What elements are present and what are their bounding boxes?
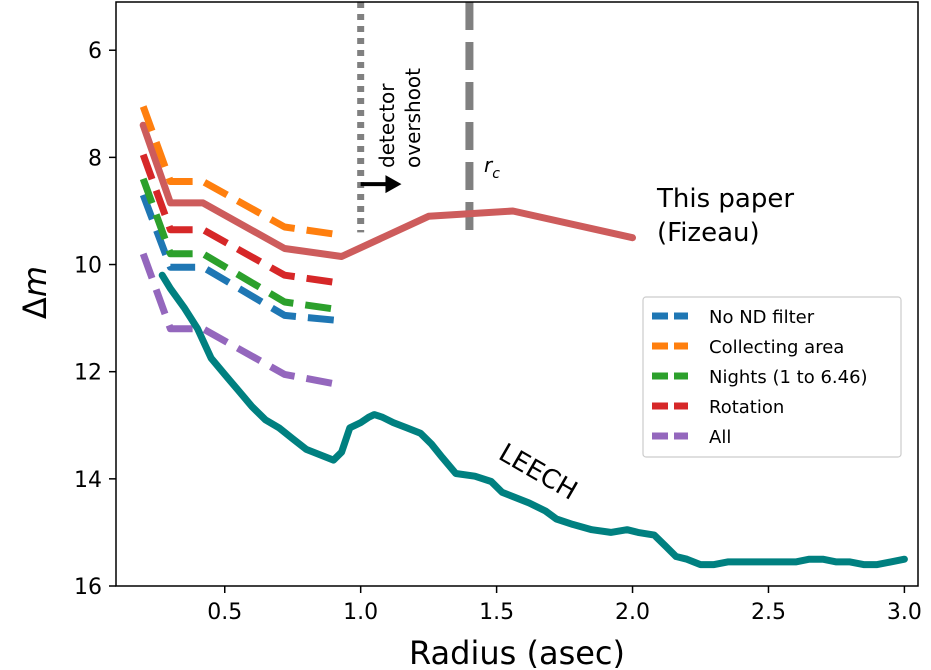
series-line-this-paper-fizeau-	[139, 121, 636, 260]
rc-annotation: rc	[484, 153, 500, 182]
fizeau-label-line1: This paper	[656, 184, 794, 214]
y-tick-label: 6	[88, 39, 102, 64]
overshoot-annotation: overshoot	[401, 68, 425, 168]
legend: No ND filter Collecting area Nights (1 to …	[642, 296, 902, 458]
x-tick-label: 2.5	[751, 600, 786, 625]
legend-label: All	[709, 427, 731, 448]
rc-annotation-subscript: c	[492, 166, 500, 182]
y-axis-label-symbol: Δ	[16, 297, 54, 319]
y-tick-label: 8	[88, 146, 102, 171]
rc-annotation-base: r	[484, 153, 494, 177]
arrow-head	[385, 175, 402, 194]
legend-box	[642, 296, 902, 458]
series-line-all	[139, 252, 343, 389]
y-axis-label-variable: m	[16, 266, 54, 297]
series-line-nights-1-to-6-46-	[139, 177, 343, 314]
x-tick-label: 1.0	[343, 600, 378, 625]
y-tick-label: 10	[74, 254, 102, 279]
legend-label: Collecting area	[709, 337, 844, 358]
legend-label: No ND filter	[709, 307, 815, 328]
legend-label: Rotation	[709, 397, 784, 418]
data-lines-layer	[139, 2, 908, 569]
x-axis-label: Radius (asec)	[409, 634, 625, 670]
y-tick-label: 14	[74, 468, 102, 493]
y-tick-label: 16	[74, 575, 102, 600]
fizeau-label-line2: (Fizeau)	[657, 218, 760, 248]
plot-frame	[115, 1, 919, 587]
series-line-collecting-area	[139, 105, 343, 239]
y-axis-label: Δm	[16, 266, 54, 319]
x-tick-label: 1.5	[479, 600, 514, 625]
detector-annotation: detector	[375, 83, 399, 168]
axes-layer: 0.5 1.0 1.5 2.0 2.5 3.0 6 8 10 12 14 16	[74, 1, 922, 625]
x-tick-label: 2.0	[615, 600, 650, 625]
legend-label: Nights (1 to 6.46)	[709, 367, 868, 388]
y-tick-label: 12	[74, 361, 102, 386]
series-line-no-nd-filter	[139, 193, 342, 325]
x-tick-label: 3.0	[887, 600, 922, 625]
x-tick-label: 0.5	[207, 600, 242, 625]
series-line-rotation	[139, 153, 343, 287]
series-line-leech	[158, 271, 908, 569]
